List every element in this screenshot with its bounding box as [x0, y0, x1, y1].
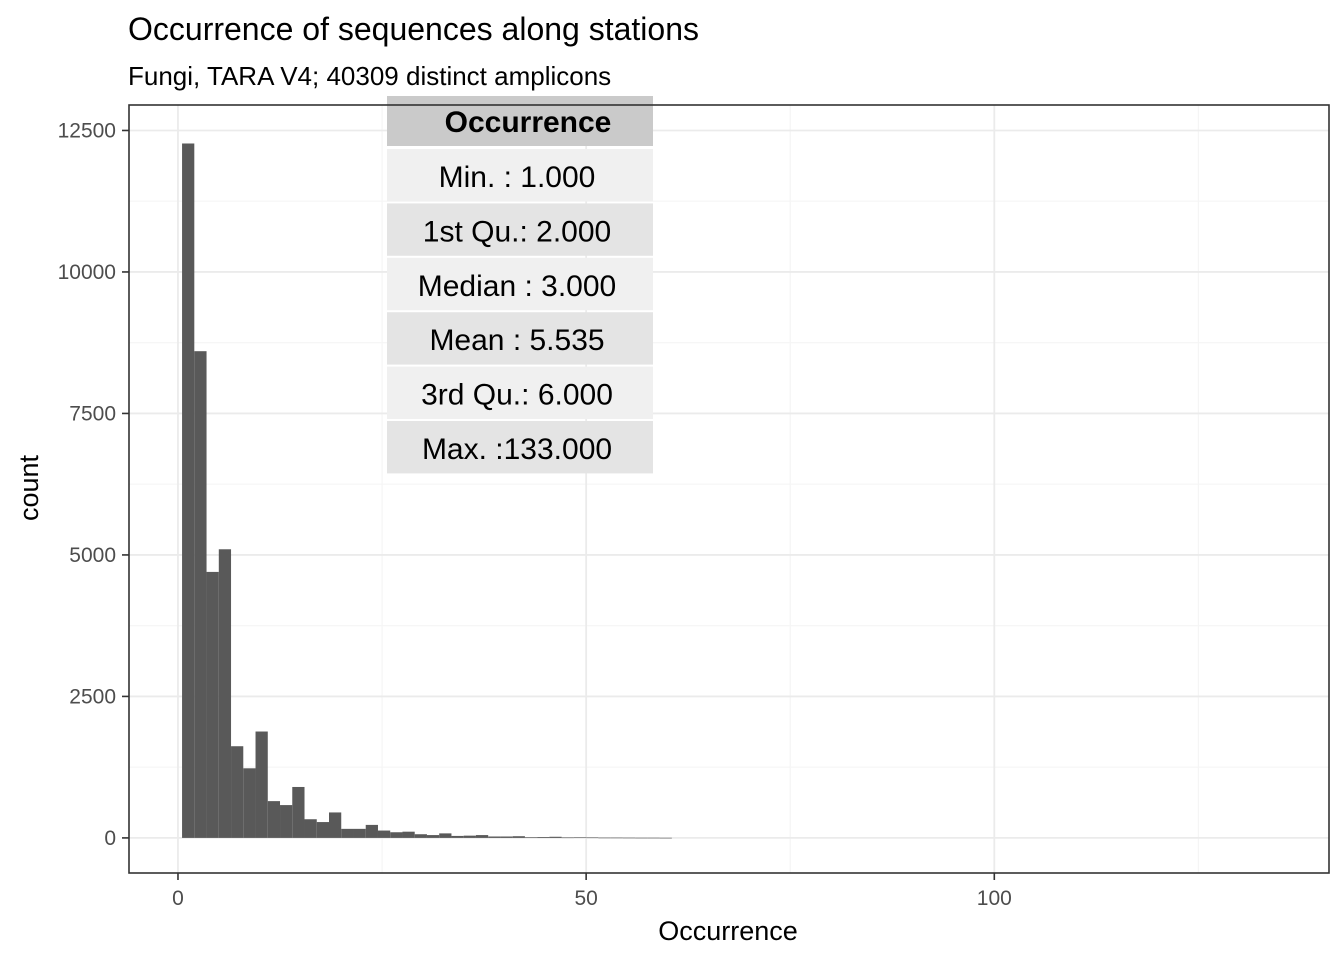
- histogram-bar: [561, 837, 574, 839]
- y-axis-title: count: [14, 454, 44, 521]
- histogram-bar: [280, 805, 293, 838]
- axis-ticks: 0 50 100 0 2500 5000 7500 10000 12500: [58, 119, 1012, 910]
- histogram-bar: [635, 837, 648, 839]
- histogram-bar: [598, 837, 611, 839]
- histogram-bar: [463, 835, 476, 838]
- x-tick-label: 50: [574, 887, 597, 910]
- table-row-cell: [387, 149, 653, 202]
- histogram-bar: [218, 549, 232, 838]
- table-row-label: Median : 3.000: [418, 270, 616, 303]
- summary-table: Occurrence Min. : 1.000 1st Qu.: 2.000 Medi…: [387, 96, 653, 474]
- histogram-bar: [549, 836, 562, 838]
- chart-subtitle: Fungi, TARA V4; 40309 distinct amplicons: [128, 61, 611, 91]
- histogram-bar: [243, 768, 256, 838]
- histogram-bar: [647, 837, 660, 839]
- histogram-bar: [377, 830, 391, 838]
- histogram-bar: [182, 143, 195, 838]
- histogram-bar: [353, 828, 366, 838]
- y-tick-label: 12500: [58, 119, 116, 142]
- histogram-bar: [524, 837, 538, 838]
- histogram-bar: [329, 812, 342, 838]
- histogram-bar: [622, 837, 636, 839]
- histogram-bar: [586, 837, 599, 839]
- histogram-bar: [500, 836, 513, 838]
- histogram-bar: [255, 731, 268, 838]
- table-row-label: Min. : 1.000: [439, 161, 596, 194]
- histogram-bar: [365, 824, 378, 838]
- histogram-bar: [194, 351, 207, 838]
- chart-title: Occurrence of sequences along stations: [128, 11, 699, 47]
- x-tick-label: 0: [172, 887, 184, 910]
- histogram-bar: [426, 835, 440, 838]
- panel-border: [128, 104, 1330, 874]
- histogram-bar: [475, 835, 489, 838]
- histogram-bar: [316, 822, 329, 838]
- table-row-cell: [387, 366, 653, 419]
- table-row-cell: [387, 312, 653, 365]
- x-tick-label: 100: [977, 887, 1012, 910]
- histogram-bar: [304, 819, 317, 838]
- histogram-bars: [182, 143, 672, 839]
- histogram-bar: [267, 801, 281, 838]
- histogram-bar: [390, 832, 403, 838]
- histogram-bar: [512, 836, 525, 838]
- histogram-bar: [206, 571, 219, 838]
- y-tick-label: 7500: [69, 402, 116, 425]
- table-row-cell: [387, 257, 653, 311]
- histogram-bar: [488, 836, 501, 838]
- y-tick-label: 10000: [58, 261, 116, 284]
- histogram-bar: [537, 837, 550, 838]
- table-row-label: Mean : 5.535: [429, 324, 604, 357]
- histogram-bar: [659, 837, 672, 839]
- histogram-bar: [439, 833, 452, 838]
- x-axis-title: Occurrence: [658, 916, 798, 946]
- histogram-bar: [292, 786, 305, 838]
- histogram-bar: [341, 828, 354, 838]
- histogram-bar: [402, 831, 415, 838]
- grid-lines: [129, 105, 1329, 873]
- histogram-bar: [573, 837, 587, 838]
- table-row-cell: [387, 203, 653, 256]
- table-row-cell: [387, 421, 653, 474]
- y-tick-label: 0: [104, 827, 116, 850]
- table-row-label: 1st Qu.: 2.000: [423, 215, 611, 248]
- y-tick-label: 5000: [69, 544, 116, 567]
- table-row-label: Max. :133.000: [422, 433, 612, 466]
- y-tick-label: 2500: [69, 685, 116, 708]
- histogram-bar: [610, 837, 623, 839]
- histogram-bar: [414, 834, 427, 838]
- histogram-bar: [231, 746, 244, 838]
- histogram-bar: [451, 835, 464, 838]
- table-row-label: 3rd Qu.: 6.000: [421, 379, 613, 412]
- table-header-label: Occurrence: [445, 106, 612, 139]
